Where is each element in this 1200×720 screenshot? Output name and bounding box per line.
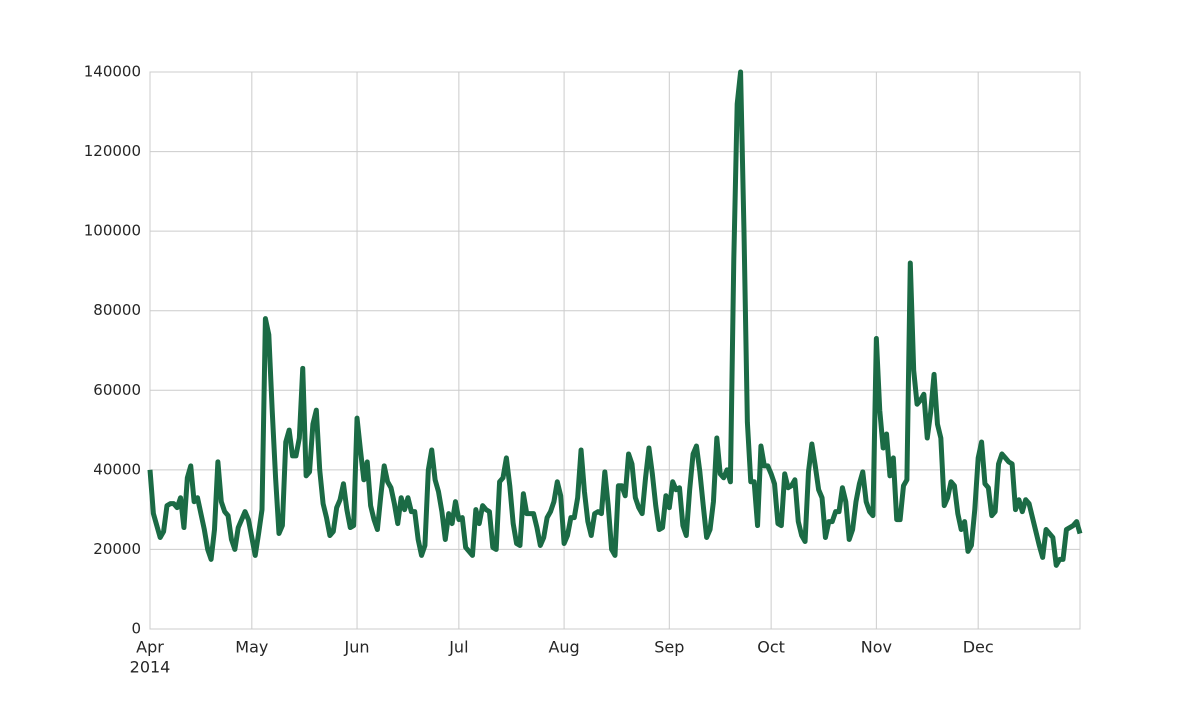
x-tick-label: Jun (344, 638, 370, 657)
x-tick-label: Dec (963, 638, 994, 657)
y-tick-label: 140000 (84, 63, 141, 81)
y-tick-label: 60000 (93, 381, 141, 399)
x-tick-label: Apr (136, 638, 164, 657)
y-tick-label: 0 (131, 620, 141, 638)
plot-frame (149, 71, 1081, 630)
x-tick-label: Aug (548, 638, 579, 657)
y-tick-label: 20000 (93, 540, 141, 558)
y-tick-label: 40000 (93, 460, 141, 478)
x-tick-label: Oct (757, 638, 785, 657)
y-tick-label: 80000 (93, 301, 141, 319)
x-tick-label: May (235, 638, 268, 657)
data-line (147, 69, 1083, 568)
y-tick-label: 120000 (84, 142, 141, 160)
x-tick-label: Jul (448, 638, 468, 657)
x-tick-label: Nov (861, 638, 892, 657)
x-tick-label: Sep (654, 638, 684, 657)
y-tick-label: 100000 (84, 222, 141, 240)
x-year-label: 2014 (130, 658, 171, 677)
